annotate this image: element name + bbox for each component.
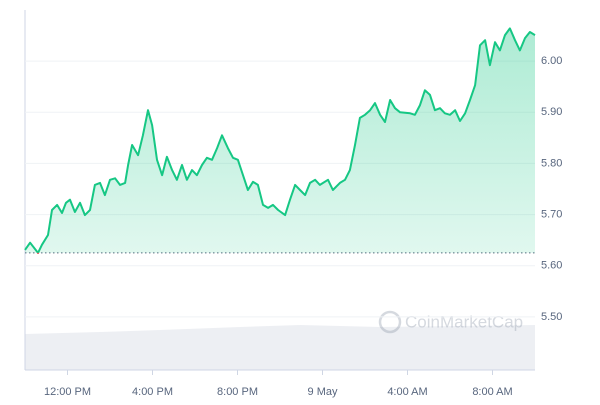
y-tick-label: 5.80 (541, 157, 562, 169)
y-tick-label: 5.60 (541, 260, 562, 272)
volume-area (25, 325, 535, 370)
x-tick-label: 4:00 PM (132, 386, 173, 398)
x-tick-label: 8:00 PM (217, 386, 258, 398)
y-tick-label: 5.90 (541, 106, 562, 118)
x-tick-label: 12:00 PM (44, 386, 91, 398)
y-tick-label: 5.50 (541, 311, 562, 323)
watermark-logo (378, 310, 402, 334)
price-area (25, 28, 535, 253)
y-tick-label: 5.70 (541, 208, 562, 220)
y-tick-label: 6.00 (541, 55, 562, 67)
x-tick-label: 9 May (308, 386, 338, 398)
watermark-text: CoinMarketCap (405, 312, 523, 331)
price-line (24, 27, 536, 253)
x-tick-label: 4:00 AM (387, 386, 427, 398)
x-tick-label: 8:00 AM (472, 386, 512, 398)
